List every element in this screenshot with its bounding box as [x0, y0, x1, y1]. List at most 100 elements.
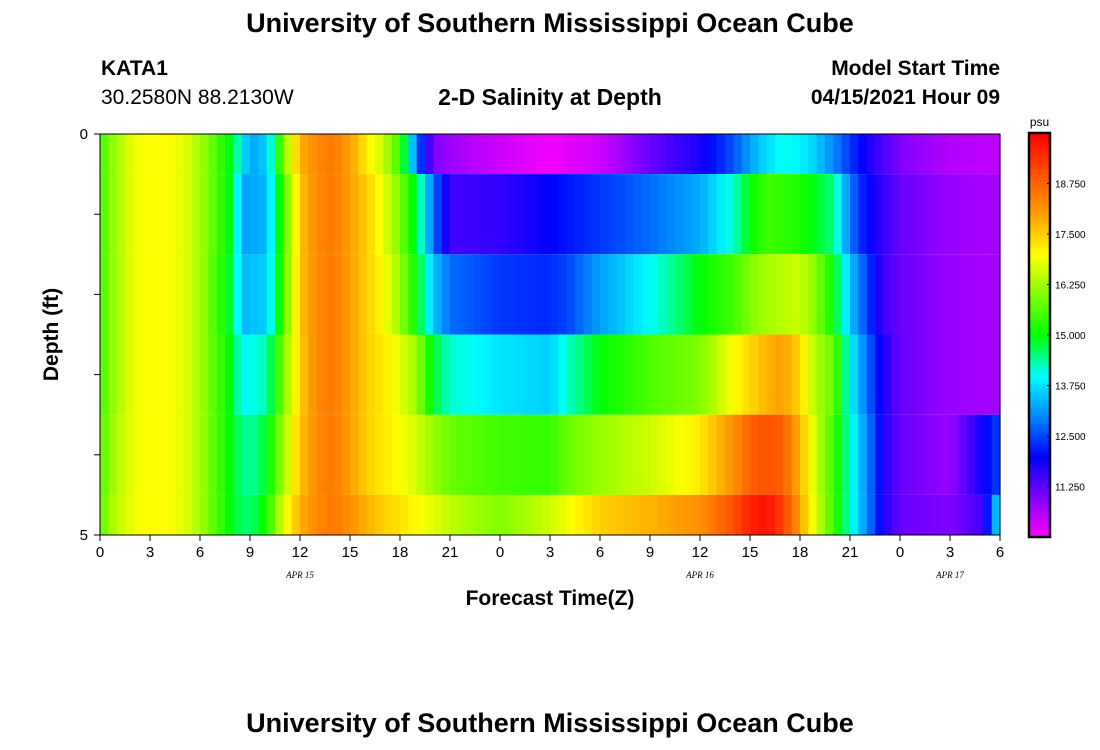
- heatmap-cell: [458, 494, 468, 535]
- heatmap-cell: [450, 254, 459, 335]
- heatmap-cell: [383, 494, 393, 535]
- heatmap-cell: [150, 414, 159, 495]
- colorbar-band: [1029, 371, 1050, 376]
- heatmap-cell: [100, 414, 109, 495]
- heatmap-cell: [391, 334, 401, 415]
- heatmap-cell: [308, 414, 318, 495]
- heatmap-cell: [825, 334, 834, 415]
- heatmap-cell: [166, 334, 176, 415]
- heatmap-cell: [750, 414, 759, 495]
- station-coordinates: 30.2580N 88.2130W: [101, 86, 294, 109]
- heatmap-cell: [633, 334, 643, 415]
- heatmap-cell: [983, 414, 993, 495]
- heatmap-cell: [583, 334, 593, 415]
- heatmap-cell: [958, 414, 968, 495]
- heatmap-cell: [641, 254, 651, 335]
- heatmap-cell: [633, 174, 643, 255]
- heatmap-cell: [208, 334, 218, 415]
- heatmap-cell: [775, 174, 784, 255]
- heatmap-cell: [425, 334, 434, 415]
- heatmap-cell: [566, 414, 576, 495]
- heatmap-cell: [783, 334, 793, 415]
- heatmap-cell: [841, 414, 851, 495]
- heatmap-cell: [300, 174, 309, 255]
- heatmap-cell: [666, 334, 676, 415]
- heatmap-cell: [533, 334, 543, 415]
- heatmap-cell: [358, 334, 368, 415]
- heatmap-cell: [458, 414, 468, 495]
- heatmap-cell: [966, 254, 976, 335]
- colorbar-band: [1029, 270, 1050, 275]
- heatmap-cell: [675, 334, 684, 415]
- heatmap-cell: [100, 134, 109, 175]
- heatmap-cell: [533, 414, 543, 495]
- heatmap-cell: [566, 254, 576, 335]
- heatmap-cell: [741, 334, 751, 415]
- heatmap-cell: [341, 254, 351, 335]
- colorbar-band: [1029, 516, 1050, 522]
- heatmap-cell: [541, 174, 551, 255]
- colorbar-tick-label: 13.750: [1055, 382, 1086, 393]
- heatmap-cell: [700, 134, 709, 175]
- heatmap-cell: [641, 414, 651, 495]
- heatmap-cell: [450, 334, 459, 415]
- colorbar-band: [1029, 177, 1050, 183]
- heatmap-cell: [808, 334, 818, 415]
- heatmap-cell: [225, 254, 234, 335]
- heatmap-cell: [250, 134, 259, 175]
- colorbar-band: [1029, 524, 1050, 530]
- heatmap-cell: [116, 414, 126, 495]
- heatmap-cell: [925, 414, 934, 495]
- colorbar-band: [1029, 456, 1050, 461]
- heatmap-cell: [333, 254, 343, 335]
- heatmap-cell: [708, 414, 718, 495]
- heatmap-cell: [725, 174, 734, 255]
- heatmap-cell: [133, 254, 143, 335]
- heatmap-cell: [800, 414, 809, 495]
- heatmap-cell: [750, 174, 759, 255]
- heatmap-cell: [475, 414, 484, 495]
- heatmap-cell: [241, 254, 251, 335]
- colorbar-band: [1029, 246, 1050, 251]
- heatmap-cell: [766, 134, 776, 175]
- colorbar-band: [1029, 314, 1050, 320]
- colorbar-band: [1029, 242, 1050, 247]
- heatmap-cell: [375, 334, 384, 415]
- colorbar-band: [1029, 359, 1050, 364]
- heatmap-cell: [491, 414, 501, 495]
- heatmap-cell: [125, 254, 134, 335]
- colorbar-band: [1029, 290, 1050, 296]
- heatmap-cell: [583, 414, 593, 495]
- heatmap-cell: [675, 494, 684, 535]
- x-tick-label: 6: [996, 544, 1004, 561]
- x-tick-label: 0: [496, 544, 504, 561]
- heatmap-cell: [266, 494, 276, 535]
- heatmap-cell: [516, 334, 526, 415]
- heatmap-cell: [333, 334, 343, 415]
- heatmap-cell: [783, 254, 793, 335]
- heatmap-cell: [333, 414, 343, 495]
- heatmap-cell: [675, 174, 684, 255]
- heatmap-cell: [983, 134, 993, 175]
- heatmap-cell: [991, 254, 1001, 335]
- heatmap-cell: [416, 254, 426, 335]
- heatmap-cell: [225, 134, 234, 175]
- heatmap-cell: [441, 254, 451, 335]
- heatmap-cell: [950, 134, 959, 175]
- heatmap-cell: [825, 174, 834, 255]
- heatmap-cell: [108, 174, 118, 255]
- heatmap-cell: [266, 414, 276, 495]
- colorbar-band: [1029, 310, 1050, 316]
- colorbar-band: [1029, 496, 1050, 502]
- heatmap-cell: [691, 334, 701, 415]
- colorbar-band: [1029, 351, 1050, 356]
- heatmap-cell: [308, 134, 318, 175]
- heatmap-cell: [591, 254, 601, 335]
- heatmap-cell: [666, 494, 676, 535]
- heatmap-cell: [233, 334, 243, 415]
- heatmap-cell: [800, 134, 809, 175]
- heatmap-cell: [725, 494, 734, 535]
- heatmap-cell: [525, 414, 534, 495]
- heatmap-cell: [841, 334, 851, 415]
- heatmap-cell: [166, 414, 176, 495]
